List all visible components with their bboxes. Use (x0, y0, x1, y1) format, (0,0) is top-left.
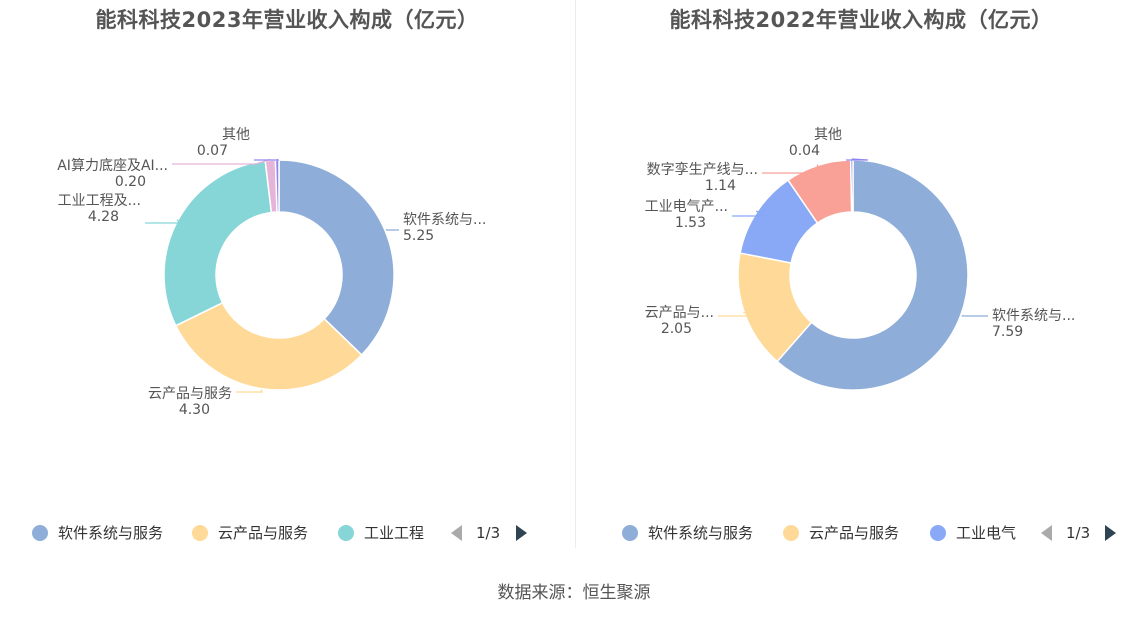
label-leader-line (254, 158, 280, 161)
label-leader-line (732, 210, 773, 217)
chart-title-2022: 能科科技2022年营业收入构成（亿元） (669, 8, 1053, 32)
slice-name-label: 工业工程及... (58, 193, 141, 209)
legend-label: 云产品与服务 (218, 524, 309, 542)
slice-value-label: 2.05 (661, 321, 692, 337)
legend-next-arrow-icon[interactable] (516, 525, 527, 541)
slice-value-label: 0.07 (197, 143, 228, 159)
legend-prev-arrow-icon[interactable] (1041, 525, 1052, 541)
slice-name-label: 软件系统与... (403, 212, 486, 228)
slice-value-label: 0.20 (115, 174, 146, 190)
slice-name-label: 其他 (222, 127, 250, 143)
chart-panel-2022: 能科科技2022年营业收入构成（亿元） 软件系统与... 7.59 云产品与... 2… (574, 0, 1148, 560)
legend-label: 云产品与服务 (809, 524, 900, 542)
slice-name-label: 数字孪生产线与... (647, 161, 758, 178)
donut-slice[interactable] (163, 159, 273, 327)
label-leader-line (145, 219, 182, 224)
slice-value-label: 7.59 (992, 324, 1023, 340)
legend-label: 软件系统与服务 (58, 524, 164, 542)
slice-name-label: 工业电气产... (645, 199, 728, 215)
donut-chart-2022: 软件系统与...7.59 云产品与...2.05 工业电气产...1.53 数字孪生产… (645, 127, 1075, 391)
legend-marker (192, 525, 208, 541)
data-source-note: 数据来源：恒生聚源 (497, 583, 651, 603)
donut-slice[interactable] (174, 301, 363, 391)
panel-divider (575, 0, 576, 548)
label-leader-line (846, 158, 869, 161)
slice-value-label: 1.53 (675, 215, 706, 231)
legend-label: 工业电气 (956, 524, 1017, 542)
slice-name-label: AI算力底座及AI... (57, 158, 168, 174)
slice-name-label: 软件系统与... (992, 308, 1075, 324)
label-leader-line (762, 164, 819, 174)
slice-value-label: 4.30 (179, 402, 210, 418)
legend-marker (622, 525, 638, 541)
legend-page-indicator: 1/3 (476, 524, 501, 542)
chart-title-2023: 能科科技2023年营业收入构成（亿元） (95, 8, 479, 32)
donut-slice[interactable] (776, 159, 969, 391)
label-leader-line (718, 311, 764, 317)
legend-marker (783, 525, 799, 541)
slice-value-label: 0.04 (789, 143, 820, 159)
legend-2023: 软件系统与服务 云产品与服务 工业工程 1/3 (0, 518, 574, 548)
slice-name-label: 云产品与... (645, 305, 714, 321)
legend-label: 软件系统与服务 (648, 524, 754, 542)
legend-next-arrow-icon[interactable] (1105, 525, 1116, 541)
donut-slice[interactable] (278, 159, 395, 357)
label-leader-line (172, 158, 271, 165)
donut-slice[interactable] (849, 159, 854, 213)
slice-value-label: 1.14 (705, 178, 736, 194)
legend-2022: 软件系统与服务 云产品与服务 工业电气 1/3 (574, 518, 1148, 548)
slice-value-label: 4.28 (88, 209, 119, 225)
legend-marker (338, 525, 354, 541)
chart-panel-2023: 能科科技2023年营业收入构成（亿元） 软件系统与... 5.25 云产品与服务 4.… (0, 0, 574, 560)
legend-prev-arrow-icon[interactable] (451, 525, 462, 541)
slice-name-label: 云产品与服务 (148, 386, 232, 402)
legend-marker (930, 525, 946, 541)
slice-name-label: 其他 (814, 127, 842, 143)
legend-marker (32, 525, 48, 541)
label-leader-line (236, 389, 263, 393)
slice-value-label: 5.25 (403, 228, 434, 244)
legend-label: 工业工程 (364, 524, 425, 542)
legend-page-indicator: 1/3 (1066, 524, 1091, 542)
